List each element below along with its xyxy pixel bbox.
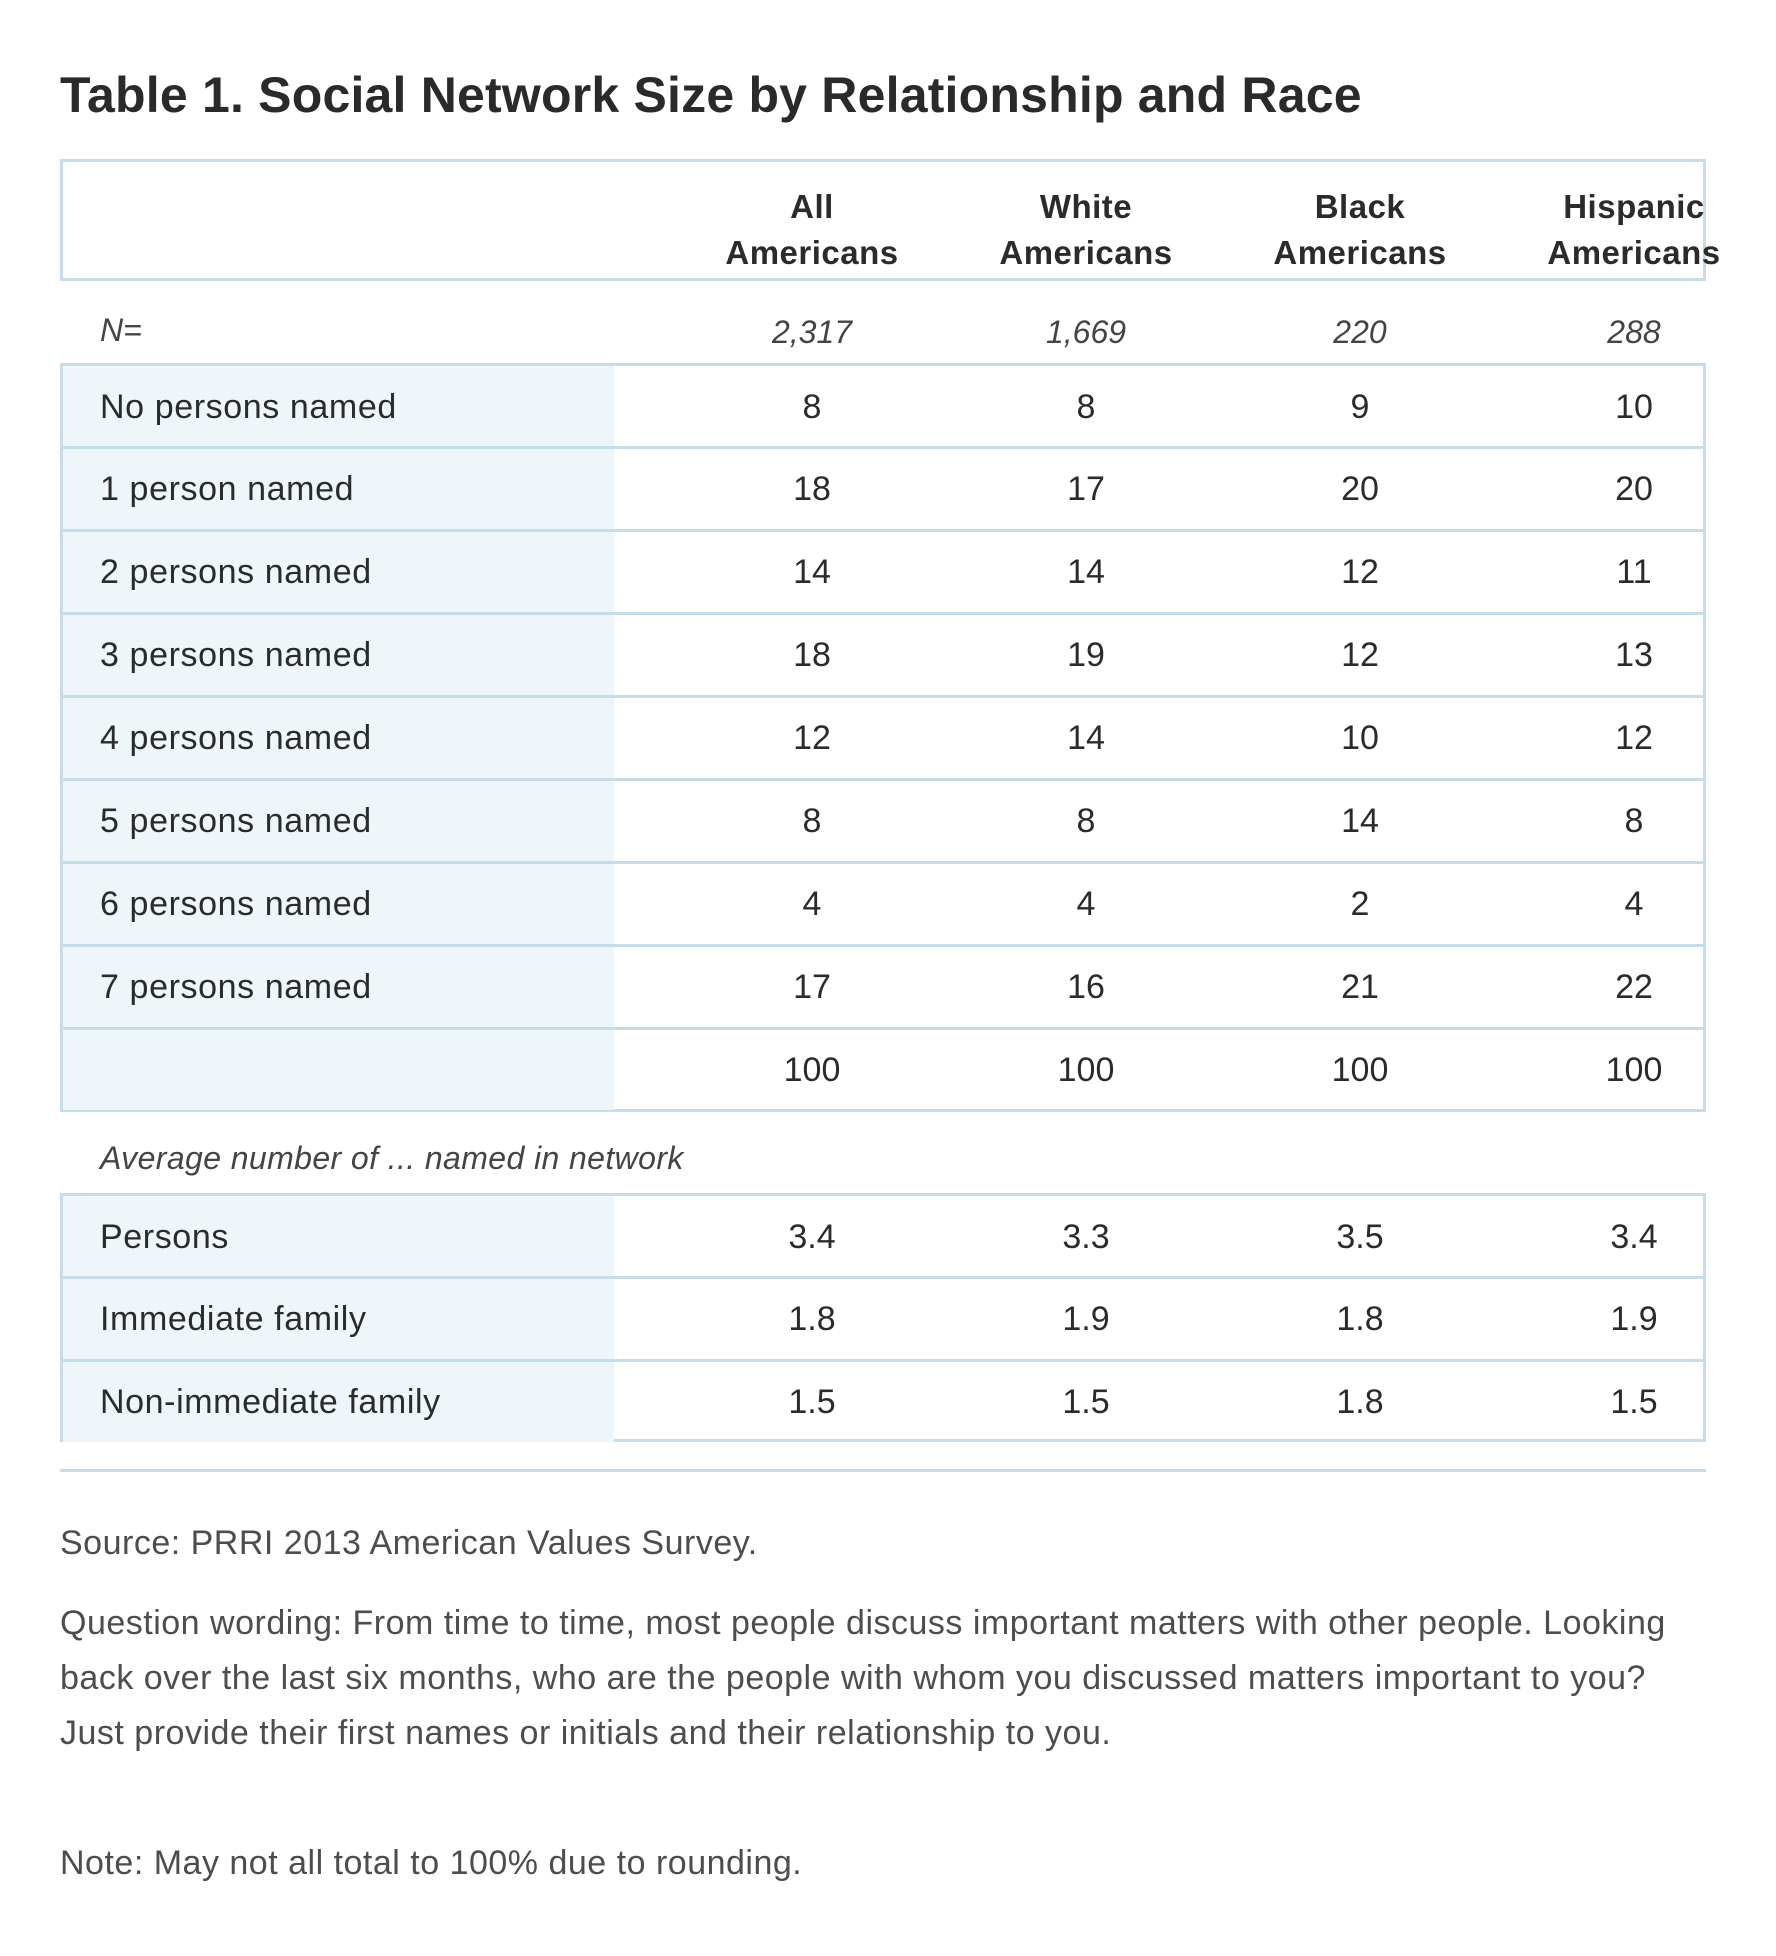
table-row: 4 persons named 12 14 10 12: [63, 695, 1703, 778]
table-cell: 12: [1615, 718, 1653, 757]
network-size-table: No persons named 8 8 9 10 1 person named…: [60, 363, 1706, 1112]
table-cell: 1.5: [788, 1382, 836, 1421]
table-row: 6 persons named 4 4 2 4: [63, 861, 1703, 944]
table-cell: 3.4: [1610, 1218, 1658, 1256]
column-header-all: All Americans: [692, 184, 932, 276]
table-cell: 8: [1076, 801, 1096, 840]
row-label: Non-immediate family: [100, 1382, 441, 1421]
table-cell: 100: [1057, 1050, 1115, 1089]
column-header-box: All Americans White Americans Black Amer…: [60, 159, 1720, 281]
table-cell: 8: [802, 801, 822, 840]
row-label: 2 persons named: [100, 552, 372, 591]
table-row: Persons 3.4 3.3 3.5 3.4: [63, 1196, 1703, 1279]
question-wording: Question wording: From time to time, mos…: [60, 1604, 1666, 1752]
table-cell: 20: [1615, 469, 1653, 508]
table-cell: 1.8: [788, 1299, 836, 1338]
total-row: 100 100 100 100: [63, 1027, 1703, 1110]
table-cell: 100: [1331, 1050, 1389, 1089]
table-cell: 1.9: [1062, 1299, 1110, 1338]
table-row: 3 persons named 18 19 12 13: [63, 612, 1703, 695]
row-label: Persons: [100, 1218, 229, 1256]
table-cell: 1.8: [1336, 1382, 1384, 1421]
table-cell: 3.4: [788, 1218, 836, 1256]
table-row: 2 persons named 14 14 12 11: [63, 529, 1703, 612]
sample-size-cell: 288: [1607, 313, 1661, 350]
table-cell: 1.8: [1336, 1299, 1384, 1338]
table-cell: 18: [793, 469, 831, 508]
rounding-note: Note: May not all total to 100% due to r…: [60, 1844, 803, 1882]
table-cell: 10: [1341, 718, 1379, 757]
table-cell: 1.5: [1610, 1382, 1658, 1421]
table-row: 5 persons named 8 8 14 8: [63, 778, 1703, 861]
table-row: Immediate family 1.8 1.9 1.8 1.9: [63, 1276, 1703, 1359]
table-cell: 4: [802, 884, 822, 923]
table-row: 1 person named 18 17 20 20: [63, 446, 1703, 529]
table-cell: 13: [1615, 635, 1653, 674]
table-cell: 1.9: [1610, 1299, 1658, 1338]
table-cell: 100: [783, 1050, 841, 1089]
table-cell: 22: [1615, 967, 1653, 1006]
table-cell: 12: [793, 718, 831, 757]
table-cell: 12: [1341, 552, 1379, 591]
table-cell: 8: [1624, 801, 1644, 840]
row-label: 3 persons named: [100, 635, 372, 674]
sample-size-row: N= 2,317 1,669 220 288: [60, 304, 1706, 360]
row-label: Immediate family: [100, 1299, 367, 1338]
sample-size-cell: 1,669: [1045, 313, 1127, 350]
column-header-line: Americans: [1547, 234, 1721, 271]
table-cell: 20: [1341, 469, 1379, 508]
table-cell: 17: [1067, 469, 1105, 508]
table-cell: 12: [1341, 635, 1379, 674]
column-header-line: Americans: [999, 234, 1173, 271]
sample-size-cell: 2,317: [771, 313, 853, 350]
sample-size-cell: 220: [1333, 313, 1387, 350]
table-cell: 4: [1624, 884, 1644, 923]
table-cell: 100: [1605, 1050, 1663, 1089]
table-cell: 14: [793, 552, 831, 591]
column-header-line: Hispanic: [1563, 188, 1705, 225]
column-header-line: White: [1039, 188, 1133, 225]
column-header-line: Americans: [1273, 234, 1447, 271]
table-row: 7 persons named 17 16 21 22: [63, 944, 1703, 1027]
row-label: 7 persons named: [100, 967, 372, 1006]
source-note: Source: PRRI 2013 American Values Survey…: [60, 1524, 758, 1562]
table-cell: 9: [1350, 388, 1370, 426]
average-caption: Average number of ... named in network: [100, 1140, 684, 1176]
column-header-line: Black: [1314, 188, 1406, 225]
table-cell: 17: [793, 967, 831, 1006]
table-cell: 4: [1076, 884, 1096, 923]
table-cell: 14: [1067, 718, 1105, 757]
row-label: No persons named: [100, 388, 397, 426]
column-header-line: All: [790, 188, 834, 225]
table-cell: 18: [793, 635, 831, 674]
table-cell: 21: [1341, 967, 1379, 1006]
table-row: No persons named 8 8 9 10: [63, 366, 1703, 449]
row-label: 6 persons named: [100, 884, 372, 923]
table-cell: 10: [1615, 388, 1653, 426]
table-row: Non-immediate family 1.5 1.5 1.8 1.5: [63, 1359, 1703, 1442]
column-header-hispanic: Hispanic Americans: [1514, 184, 1754, 276]
table-cell: 8: [1076, 388, 1096, 426]
table-cell: 3.3: [1062, 1218, 1110, 1256]
table-cell: 1.5: [1062, 1382, 1110, 1421]
table-cell: 3.5: [1336, 1218, 1384, 1256]
column-header-black: Black Americans: [1240, 184, 1480, 276]
table-cell: 2: [1350, 884, 1370, 923]
divider: [60, 1469, 1706, 1472]
table-cell: 19: [1067, 635, 1105, 674]
table-cell: 14: [1341, 801, 1379, 840]
table-cell: 14: [1067, 552, 1105, 591]
column-header-line: Americans: [725, 234, 899, 271]
row-label: 4 persons named: [100, 718, 372, 757]
table-title: Table 1. Social Network Size by Relation…: [60, 67, 1362, 123]
table-cell: 16: [1067, 967, 1105, 1006]
row-label: 1 person named: [100, 469, 355, 508]
sample-size-label: N=: [100, 312, 142, 348]
row-label: 5 persons named: [100, 801, 372, 840]
column-header-white: White Americans: [966, 184, 1206, 276]
average-table: Persons 3.4 3.3 3.5 3.4 Immediate family…: [60, 1193, 1706, 1442]
table-cell: 11: [1616, 552, 1652, 591]
table-cell: 8: [802, 388, 822, 426]
